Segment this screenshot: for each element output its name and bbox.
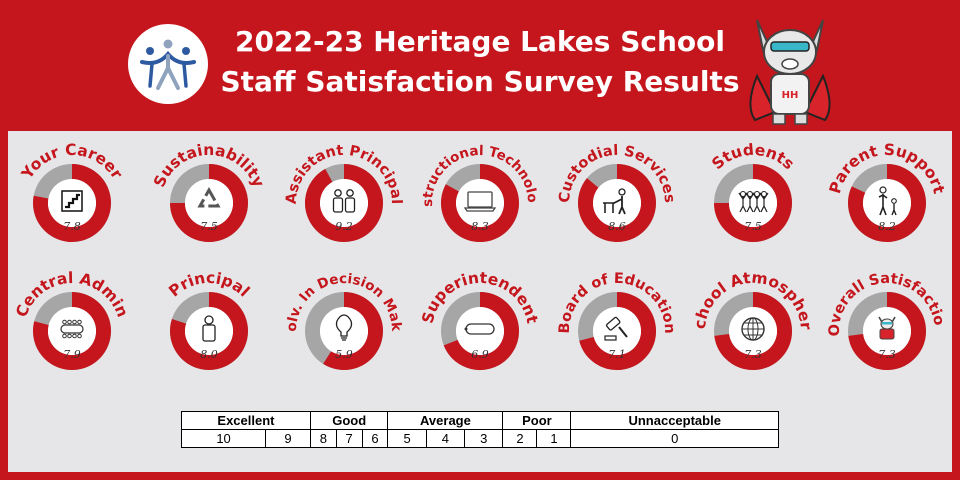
value-arc: [579, 292, 656, 370]
recycle-icon: [197, 186, 221, 208]
scale-category-good: Good: [309, 411, 389, 430]
scale-value: 0: [570, 429, 779, 448]
gavel-icon: [604, 316, 628, 341]
value-arc: [323, 292, 383, 370]
value-label: 7.8: [63, 220, 81, 233]
two-people-icon: [332, 189, 356, 213]
value-label: 5.9: [335, 348, 353, 361]
scale-value: 4: [425, 429, 466, 448]
donut-center: [729, 179, 777, 227]
scale-value: 2: [502, 429, 538, 448]
value-arc: [170, 292, 248, 370]
value-arc: [848, 292, 926, 370]
scale-category-poor: Poor: [502, 411, 572, 430]
scale-value: 6: [361, 429, 389, 448]
value-label: 7.5: [200, 220, 218, 233]
donut-center: [320, 179, 368, 227]
donut-center: [593, 307, 641, 355]
students-icon: [738, 190, 769, 213]
value-arc: [305, 164, 383, 242]
value-arc: [578, 164, 656, 242]
scale-value: 5: [387, 429, 427, 448]
value-arc: [443, 292, 519, 370]
value-label: 8.2: [878, 220, 896, 233]
page-title: 2022-23 Heritage Lakes School Staff Sati…: [0, 22, 960, 102]
value-arc: [714, 164, 792, 242]
value-label: 9.2: [335, 220, 353, 233]
value-label: 7.1: [608, 348, 626, 361]
svg-text:HH: HH: [782, 90, 799, 101]
value-label: 7.3: [744, 348, 762, 361]
scale-category-average: Average: [387, 411, 504, 430]
rating-scale-table: Excellent Good Average Poor Unnacceptable 10…: [180, 411, 779, 448]
scale-value: 10: [180, 429, 267, 448]
value-arc: [33, 164, 111, 242]
category-label: School Atmosphere: [0, 0, 815, 331]
laptop-icon: [463, 191, 497, 212]
scale-category-excellent: Excellent: [181, 411, 311, 430]
scale-value: 7: [335, 429, 363, 448]
title-line-1: 2022-23 Heritage Lakes School: [235, 25, 725, 58]
stairs-icon: [61, 190, 83, 212]
category-label-text: School Atmosphere: [0, 0, 815, 331]
value-arc: [33, 292, 111, 370]
scale-value: 8: [309, 429, 337, 448]
donut-center: [185, 179, 233, 227]
scale-value: 3: [464, 429, 504, 448]
parent-child-icon: [878, 186, 897, 216]
value-arc: [170, 164, 248, 242]
value-arc: [848, 164, 926, 242]
custodian-icon: [603, 188, 626, 215]
mascot-icon: HH: [749, 19, 831, 125]
scale-category-unnacceptable: Unnacceptable: [570, 411, 779, 430]
value-arc: [441, 164, 519, 242]
scale-value: 1: [536, 429, 572, 448]
pill-icon: [464, 323, 495, 335]
school-logo: [128, 24, 208, 104]
donut-center: [863, 179, 911, 227]
lightbulb-icon: [335, 314, 353, 341]
value-label: 8.3: [471, 220, 489, 233]
globe-icon: [741, 317, 765, 341]
value-label: 6.9: [471, 348, 489, 361]
meeting-table-icon: [60, 319, 84, 339]
person-icon: [202, 315, 216, 342]
value-label: 7.9: [63, 348, 81, 361]
value-label: 8.6: [608, 220, 626, 233]
title-line-2: Staff Satisfaction Survey Results: [220, 65, 740, 98]
donut-center: [593, 179, 641, 227]
value-label: 8.0: [200, 348, 218, 361]
value-label: 7.5: [744, 220, 762, 233]
value-label: 7.3: [878, 348, 896, 361]
mascot-icon: [878, 316, 896, 340]
value-arc: [714, 292, 792, 370]
scale-value: 9: [265, 429, 311, 448]
